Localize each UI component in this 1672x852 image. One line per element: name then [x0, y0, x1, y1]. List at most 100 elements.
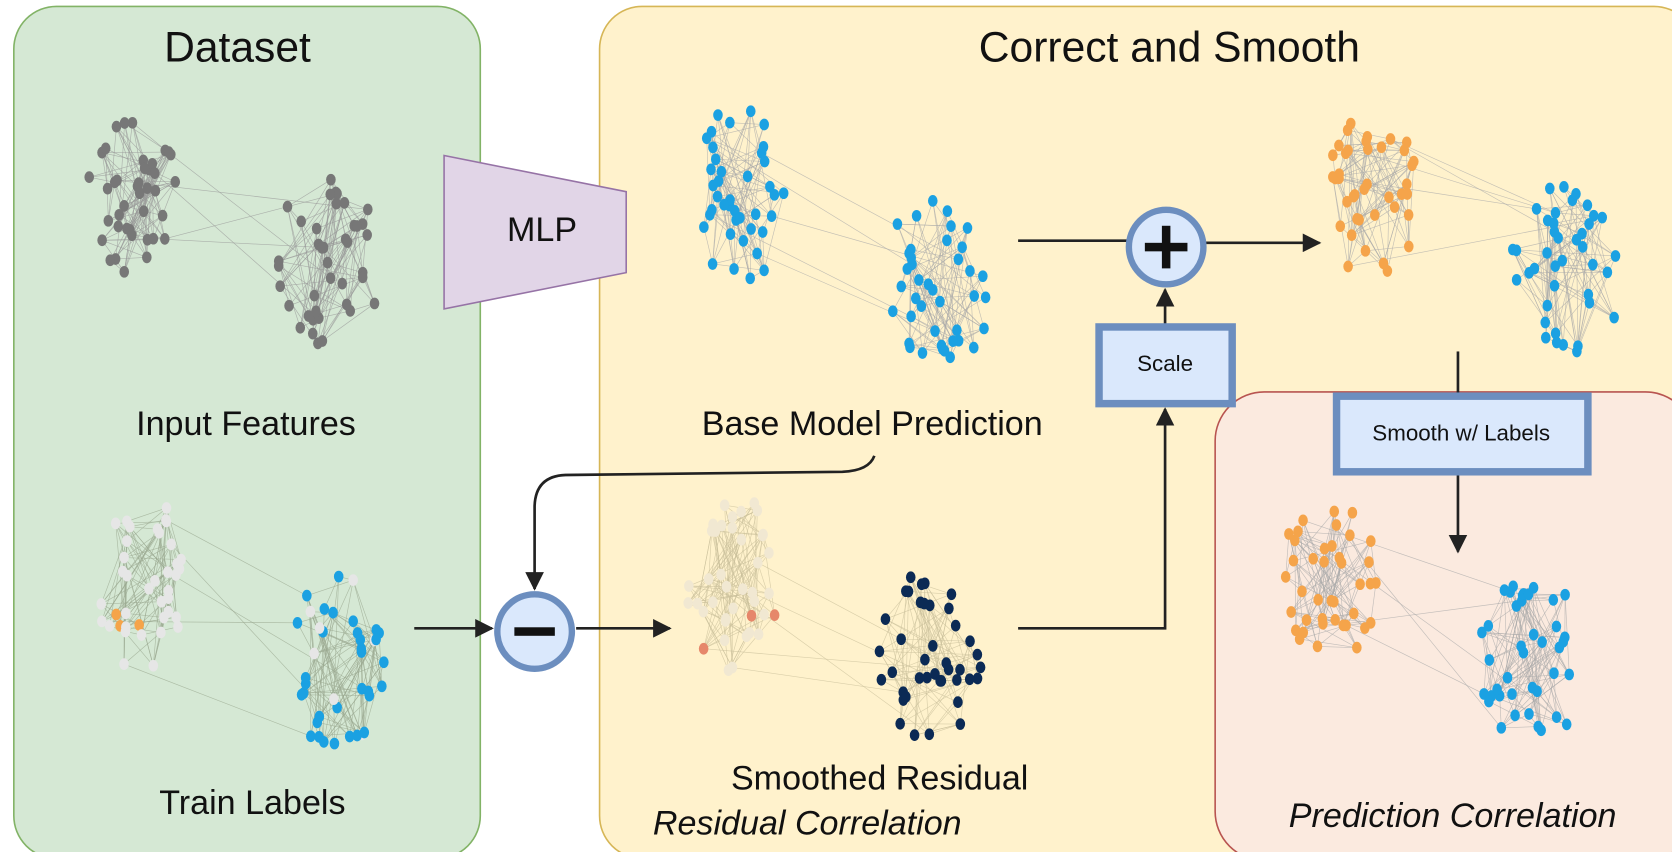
graph-caption: Base Model Prediction [702, 405, 1043, 443]
node [365, 690, 375, 702]
node [920, 577, 930, 589]
node [1558, 636, 1568, 648]
node [935, 296, 945, 308]
node [875, 646, 885, 658]
node [312, 223, 322, 235]
node [119, 266, 129, 278]
node [370, 298, 380, 310]
node [156, 627, 166, 639]
node [753, 557, 763, 569]
node [170, 176, 180, 188]
node [112, 175, 122, 187]
node [727, 522, 737, 534]
node [953, 696, 963, 708]
node [1583, 199, 1593, 211]
panel-title: Correct and Smooth [979, 23, 1360, 71]
node [1330, 614, 1340, 626]
node [122, 535, 132, 547]
node [917, 300, 927, 312]
node [342, 299, 352, 311]
node [1334, 140, 1344, 152]
node [1552, 621, 1562, 633]
node [113, 220, 123, 232]
node [925, 728, 935, 740]
node [683, 597, 693, 609]
node [1484, 620, 1494, 632]
graph-caption: Input Features [136, 405, 356, 443]
node [902, 263, 912, 275]
node [154, 527, 164, 539]
node [1332, 519, 1342, 531]
node [952, 674, 962, 686]
node [139, 205, 149, 217]
node [1347, 229, 1357, 241]
node [120, 117, 130, 129]
node [1284, 528, 1294, 540]
node [379, 656, 389, 668]
node [965, 673, 975, 685]
node [1532, 685, 1542, 697]
node [1361, 135, 1371, 147]
node [747, 610, 757, 622]
node [758, 529, 768, 541]
node [134, 619, 144, 631]
node [1402, 137, 1412, 149]
node [1297, 586, 1307, 598]
node [377, 680, 387, 692]
node [944, 603, 954, 615]
section-caption: Residual Correlation [653, 804, 962, 842]
node [144, 583, 154, 595]
node [754, 628, 764, 640]
node [1550, 280, 1560, 292]
node [706, 164, 716, 176]
node [1386, 133, 1396, 145]
node [1584, 289, 1594, 301]
node [708, 180, 718, 192]
node [348, 574, 358, 586]
node [1343, 261, 1353, 273]
node [965, 635, 975, 647]
node [901, 691, 911, 703]
node [979, 323, 989, 335]
node [708, 258, 718, 270]
node [1549, 217, 1559, 229]
node [140, 162, 150, 174]
node [976, 662, 986, 674]
node [1609, 312, 1619, 324]
node [745, 272, 755, 284]
node [1318, 618, 1328, 630]
node [1383, 265, 1393, 277]
node [325, 189, 335, 201]
node [326, 272, 336, 284]
node [334, 571, 344, 583]
node [711, 153, 721, 165]
node [919, 598, 929, 610]
node [371, 634, 381, 646]
node [736, 506, 746, 518]
node [978, 270, 988, 282]
node [1407, 159, 1417, 171]
node [1362, 179, 1372, 191]
node [896, 633, 906, 645]
node [742, 630, 752, 642]
node [735, 212, 745, 224]
node [935, 675, 945, 687]
node [1366, 578, 1376, 590]
minus-bar [514, 627, 554, 636]
node [164, 146, 174, 158]
node [1572, 346, 1582, 358]
node [720, 634, 730, 646]
node [952, 324, 962, 336]
node [150, 167, 160, 179]
node [1500, 584, 1510, 596]
node [1352, 642, 1362, 654]
node [1508, 581, 1518, 593]
node [914, 274, 924, 286]
node [362, 229, 372, 241]
plus-operator [1129, 210, 1204, 285]
graph-caption: Smoothed Residual [731, 760, 1028, 798]
node [1551, 207, 1561, 219]
node [963, 222, 973, 234]
node [941, 657, 951, 669]
node [1326, 595, 1336, 607]
